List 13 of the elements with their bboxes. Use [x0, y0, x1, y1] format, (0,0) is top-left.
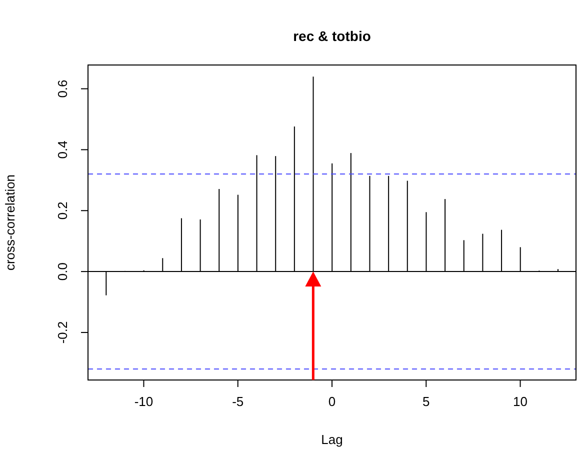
x-tick-label: -10	[134, 394, 154, 410]
y-tick-label: 0.0	[55, 262, 70, 281]
y-axis-title: cross-correlation	[2, 174, 18, 271]
x-axis-title: Lag	[321, 432, 343, 447]
chart-title: rec & totbio	[292, 28, 372, 44]
x-tick-label: 5	[422, 394, 430, 410]
x-tick-label: 10	[513, 394, 528, 410]
y-tick-label: 0.2	[55, 202, 70, 220]
y-tick-label: 0.6	[55, 80, 70, 98]
x-tick-label: 0	[328, 394, 336, 410]
y-tick-label: 0.4	[55, 140, 70, 159]
x-tick-label: -5	[232, 394, 244, 410]
y-tick-label: -0.2	[55, 321, 70, 344]
